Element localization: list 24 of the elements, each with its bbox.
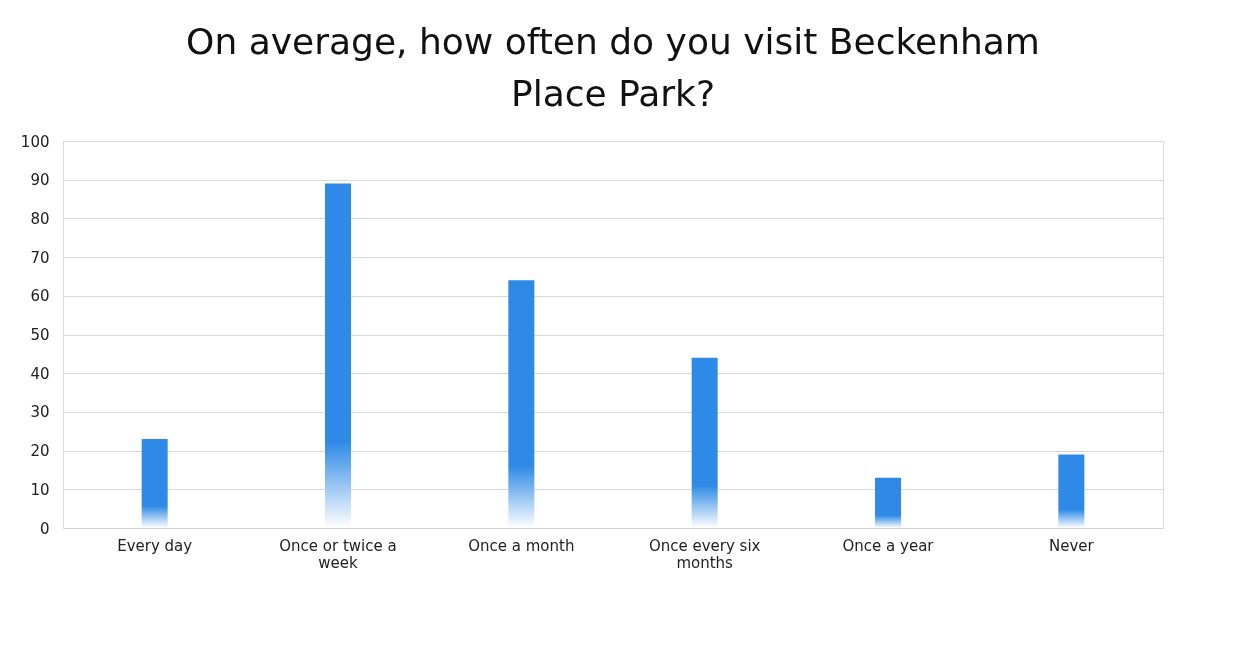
x-tick-label: Once or twice a week [279,536,397,572]
y-tick-label: 10 [30,480,50,499]
x-tick-label: Once a year [842,536,935,555]
x-tick-label: Once a month [468,536,575,555]
x-tick-label: Once every six months [648,536,761,572]
x-tick-label: Every day [117,536,193,555]
bar [508,280,535,528]
y-tick-label: 40 [30,364,50,383]
y-tick-label: 60 [30,287,50,306]
bar [691,357,718,528]
y-tick-label: 100 [20,132,50,151]
bar [325,183,351,528]
bar [141,438,168,528]
y-tick-label: 20 [30,442,50,461]
bar [875,477,901,528]
x-tick-label: Never [1048,536,1095,555]
y-tick-label: 50 [30,326,50,344]
y-tick-label: 70 [30,248,50,267]
y-tick-label: 30 [30,403,50,422]
bar [1058,454,1085,528]
y-tick-label: 80 [30,209,50,228]
y-tick-label: 90 [30,171,50,190]
y-tick-label: 0 [39,519,50,538]
chart-title: On average, how often do you visit Beckenham Place Park? [186,21,1040,114]
